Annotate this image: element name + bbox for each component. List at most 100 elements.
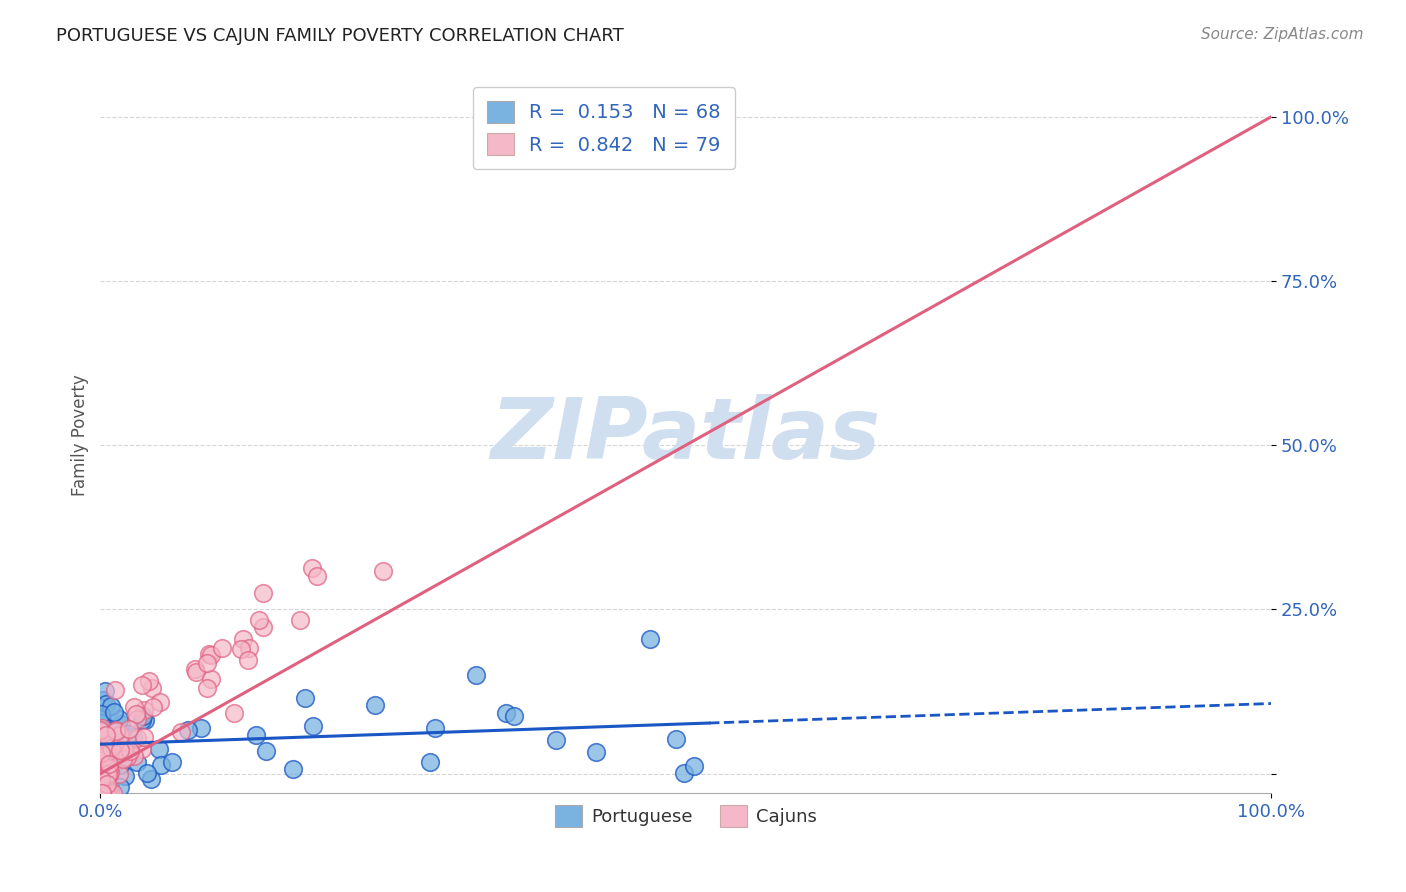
Point bbox=[200, 648, 222, 663]
Point bbox=[91, 751, 114, 765]
Point bbox=[177, 723, 200, 737]
Point bbox=[104, 731, 127, 745]
Point bbox=[115, 750, 138, 764]
Point bbox=[117, 723, 139, 737]
Point bbox=[101, 786, 124, 800]
Point bbox=[104, 682, 127, 697]
Point bbox=[288, 613, 311, 627]
Point bbox=[236, 652, 259, 666]
Point bbox=[190, 721, 212, 735]
Text: Source: ZipAtlas.com: Source: ZipAtlas.com bbox=[1201, 27, 1364, 42]
Point bbox=[110, 757, 132, 772]
Point bbox=[122, 730, 145, 744]
Point bbox=[200, 672, 222, 686]
Point bbox=[131, 742, 153, 756]
Point bbox=[302, 719, 325, 733]
Point bbox=[90, 708, 112, 723]
Point bbox=[89, 724, 111, 739]
Point bbox=[585, 745, 607, 759]
Point bbox=[638, 632, 661, 646]
Point bbox=[125, 755, 148, 769]
Point bbox=[90, 786, 112, 800]
Point bbox=[131, 713, 153, 727]
Point bbox=[110, 780, 132, 794]
Point bbox=[101, 738, 124, 752]
Point bbox=[149, 695, 172, 709]
Point bbox=[122, 749, 145, 764]
Point bbox=[683, 759, 706, 773]
Point bbox=[371, 565, 394, 579]
Point bbox=[91, 693, 114, 707]
Point bbox=[503, 709, 526, 723]
Point bbox=[96, 745, 118, 759]
Point bbox=[93, 780, 115, 794]
Point bbox=[252, 620, 274, 634]
Point bbox=[94, 750, 117, 764]
Point bbox=[118, 727, 141, 741]
Point bbox=[105, 723, 128, 737]
Point bbox=[125, 731, 148, 746]
Point bbox=[91, 756, 114, 770]
Point bbox=[118, 748, 141, 763]
Point bbox=[91, 748, 114, 763]
Point bbox=[114, 739, 136, 754]
Point bbox=[114, 769, 136, 783]
Point bbox=[98, 762, 121, 776]
Point bbox=[91, 749, 114, 764]
Point bbox=[238, 640, 260, 655]
Point bbox=[132, 703, 155, 717]
Point bbox=[91, 729, 114, 743]
Point bbox=[90, 764, 112, 778]
Point bbox=[107, 767, 129, 781]
Point bbox=[94, 727, 117, 741]
Point bbox=[141, 772, 163, 786]
Point bbox=[465, 668, 488, 682]
Point bbox=[148, 741, 170, 756]
Point bbox=[100, 698, 122, 713]
Point bbox=[93, 757, 115, 772]
Point bbox=[90, 712, 112, 726]
Y-axis label: Family Poverty: Family Poverty bbox=[72, 375, 89, 496]
Point bbox=[90, 769, 112, 783]
Point bbox=[195, 681, 218, 696]
Point bbox=[90, 741, 112, 756]
Point bbox=[97, 757, 120, 772]
Point bbox=[90, 706, 112, 721]
Point bbox=[94, 786, 117, 800]
Point bbox=[138, 674, 160, 689]
Point bbox=[195, 657, 218, 671]
Point bbox=[96, 742, 118, 756]
Point bbox=[98, 786, 121, 800]
Point bbox=[96, 777, 118, 791]
Point bbox=[245, 728, 267, 742]
Point bbox=[108, 728, 131, 742]
Point bbox=[672, 766, 695, 780]
Point bbox=[90, 786, 112, 800]
Point bbox=[120, 744, 142, 758]
Point bbox=[281, 762, 304, 776]
Point bbox=[91, 782, 114, 797]
Point bbox=[142, 699, 165, 714]
Point bbox=[94, 684, 117, 698]
Point bbox=[198, 647, 221, 661]
Point bbox=[90, 786, 112, 800]
Point bbox=[132, 709, 155, 723]
Point bbox=[101, 724, 124, 739]
Point bbox=[224, 706, 246, 720]
Point bbox=[364, 698, 387, 713]
Point bbox=[232, 632, 254, 647]
Point bbox=[100, 763, 122, 777]
Point bbox=[254, 744, 277, 758]
Point bbox=[103, 705, 125, 719]
Point bbox=[91, 734, 114, 748]
Point bbox=[170, 725, 193, 739]
Point bbox=[122, 700, 145, 714]
Point bbox=[89, 732, 111, 747]
Point bbox=[425, 721, 447, 735]
Point bbox=[89, 723, 111, 738]
Point bbox=[96, 764, 118, 779]
Point bbox=[108, 712, 131, 726]
Point bbox=[108, 753, 131, 767]
Point bbox=[127, 712, 149, 726]
Point bbox=[94, 697, 117, 711]
